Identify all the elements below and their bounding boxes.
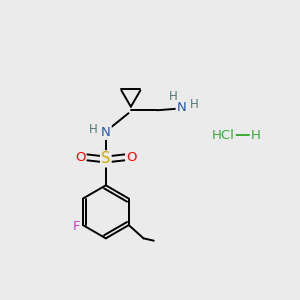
Text: H: H — [251, 129, 261, 142]
Text: O: O — [126, 151, 137, 164]
Text: H: H — [169, 90, 178, 103]
Text: H: H — [89, 123, 98, 136]
Text: N: N — [177, 101, 186, 114]
Text: H: H — [190, 98, 198, 111]
Text: S: S — [101, 151, 110, 166]
Text: HCl: HCl — [212, 129, 235, 142]
Text: O: O — [75, 151, 86, 164]
Text: F: F — [73, 220, 80, 233]
Text: N: N — [101, 126, 111, 139]
